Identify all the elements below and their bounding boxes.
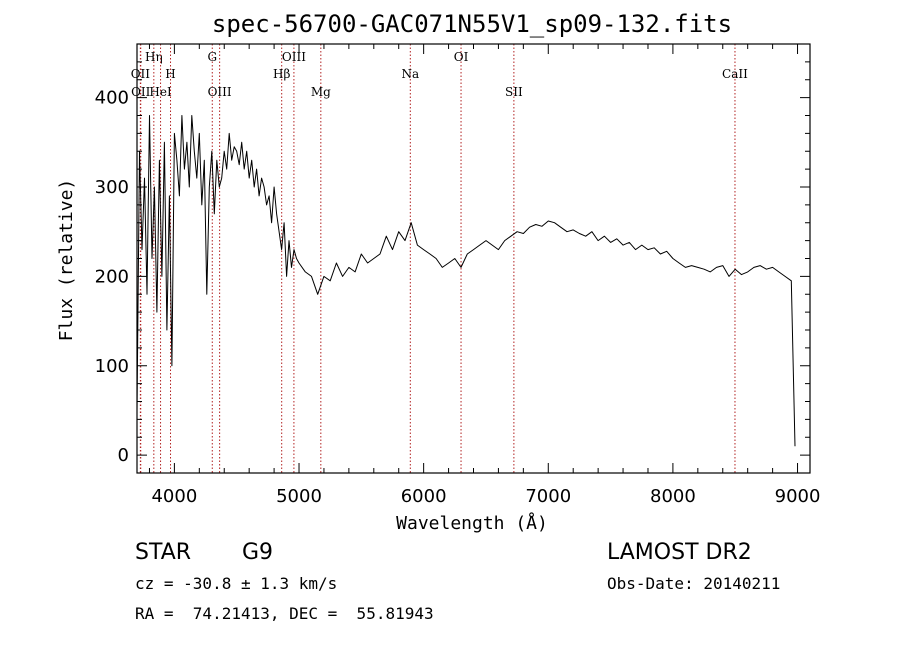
spectral-line-markers: OII OII Hη HeI H G OIII Hβ OIII Mg Na OI SII CaII: [131, 44, 748, 473]
redshift-velocity: cz = -30.8 ± 1.3 km/s: [135, 574, 338, 593]
observation-date: Obs-Date: 20140211: [607, 574, 781, 593]
spectral-line-label: H: [165, 67, 175, 81]
spectral-line-label: Hη: [145, 50, 163, 64]
spectrum-line: [136, 115, 796, 447]
y-tick-label: 200: [95, 266, 129, 287]
x-tick-label: 4000: [151, 486, 197, 507]
coordinates: RA = 74.21413, DEC = 55.81943: [135, 604, 434, 623]
survey-name: LAMOST DR2: [607, 540, 752, 565]
spectral-line-label: OIII: [282, 50, 306, 64]
spectral-line-label: Hβ: [273, 67, 290, 81]
spectral-line-label: Na: [401, 67, 419, 81]
x-axis-label: Wavelength (Å): [396, 512, 548, 534]
object-class: STAR: [135, 540, 192, 565]
chart-title: spec-56700-GAC071N55V1_sp09-132.fits: [212, 10, 732, 38]
x-tick-label: 8000: [650, 486, 696, 507]
object-subclass: G9: [242, 540, 274, 565]
plot-frame: [136, 43, 811, 474]
spectrum-series: [136, 115, 796, 447]
spectral-line-label: Mg: [311, 85, 331, 99]
spectral-line-label: OII: [131, 85, 151, 99]
y-tick-label: 100: [95, 356, 129, 377]
y-tick-label: 300: [95, 177, 129, 198]
axis-ticks: 4000 5000 6000 7000 8000 9000 0 100 200 300 400: [95, 43, 821, 507]
spectral-line-label: OII: [131, 67, 151, 81]
spectral-line-label: CaII: [722, 67, 748, 81]
x-tick-label: 7000: [525, 486, 571, 507]
x-tick-label: 9000: [775, 486, 821, 507]
spectral-line-label: OI: [454, 50, 469, 64]
y-tick-label: 0: [118, 445, 129, 466]
spectral-line-label: G: [207, 50, 217, 64]
y-tick-label: 400: [95, 88, 129, 109]
spectral-line-label: SII: [505, 85, 523, 99]
spectral-line-label: HeI: [149, 85, 172, 99]
y-axis-label: Flux (relative): [56, 179, 77, 342]
x-tick-label: 6000: [401, 486, 447, 507]
spectral-line-label: OIII: [208, 85, 232, 99]
x-tick-label: 5000: [276, 486, 322, 507]
